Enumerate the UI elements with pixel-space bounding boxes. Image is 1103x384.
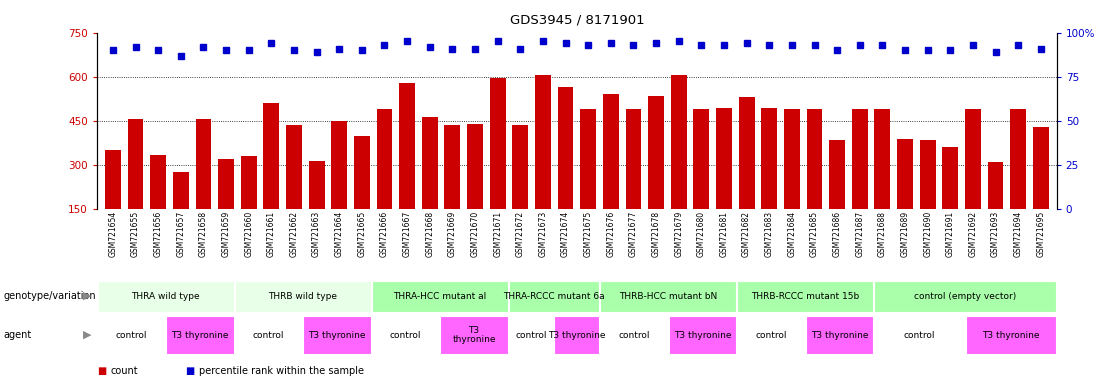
Bar xyxy=(897,139,913,253)
Bar xyxy=(739,98,754,253)
Bar xyxy=(97,281,234,311)
Text: count: count xyxy=(110,366,138,376)
Text: THRA-RCCC mutant 6a: THRA-RCCC mutant 6a xyxy=(503,291,604,301)
Bar xyxy=(303,316,371,354)
Bar xyxy=(195,119,212,253)
Bar xyxy=(535,75,550,253)
Text: genotype/variation: genotype/variation xyxy=(3,291,96,301)
Text: control: control xyxy=(619,331,650,339)
Bar xyxy=(671,75,687,253)
Bar xyxy=(167,316,234,354)
Bar xyxy=(829,140,845,253)
Bar xyxy=(668,316,737,354)
Bar xyxy=(716,108,732,253)
Bar xyxy=(264,103,279,253)
Bar xyxy=(1032,127,1049,253)
Bar xyxy=(128,119,143,253)
Bar xyxy=(372,281,507,311)
Text: GDS3945 / 8171901: GDS3945 / 8171901 xyxy=(510,13,644,26)
Bar xyxy=(580,109,596,253)
Bar xyxy=(987,162,1004,253)
Bar xyxy=(445,125,460,253)
Bar xyxy=(737,316,805,354)
Bar xyxy=(737,281,874,311)
Text: T3 thyronine: T3 thyronine xyxy=(308,331,366,339)
Bar xyxy=(440,316,507,354)
Text: ■: ■ xyxy=(185,366,194,376)
Bar xyxy=(105,151,121,253)
Text: T3 thyronine: T3 thyronine xyxy=(811,331,868,339)
Bar xyxy=(173,172,189,253)
Text: T3
thyronine: T3 thyronine xyxy=(452,326,496,344)
Bar xyxy=(852,109,868,253)
Bar xyxy=(421,117,438,253)
Text: THRA-HCC mutant al: THRA-HCC mutant al xyxy=(393,291,486,301)
Bar xyxy=(150,155,167,253)
Bar xyxy=(235,316,302,354)
Bar xyxy=(354,136,370,253)
Text: THRB-HCC mutant bN: THRB-HCC mutant bN xyxy=(619,291,717,301)
Bar xyxy=(649,96,664,253)
Text: percentile rank within the sample: percentile rank within the sample xyxy=(199,366,364,376)
Text: control: control xyxy=(253,331,285,339)
Text: T3 thyronine: T3 thyronine xyxy=(983,331,1040,339)
Bar xyxy=(376,109,393,253)
Text: T3 thyronine: T3 thyronine xyxy=(674,331,731,339)
Text: ▶: ▶ xyxy=(83,330,92,340)
Bar xyxy=(235,281,371,311)
Bar xyxy=(240,156,257,253)
Bar xyxy=(399,83,415,253)
Text: THRA wild type: THRA wild type xyxy=(131,291,200,301)
Bar xyxy=(806,316,874,354)
Text: ■: ■ xyxy=(97,366,106,376)
Text: control: control xyxy=(756,331,786,339)
Bar xyxy=(625,109,641,253)
Bar xyxy=(218,159,234,253)
Bar xyxy=(966,316,1057,354)
Bar xyxy=(600,316,667,354)
Bar xyxy=(920,140,935,253)
Bar xyxy=(331,121,347,253)
Bar xyxy=(694,109,709,253)
Bar xyxy=(97,316,165,354)
Text: T3 thyronine: T3 thyronine xyxy=(171,331,228,339)
Bar xyxy=(1010,109,1026,253)
Bar xyxy=(508,281,599,311)
Text: ▶: ▶ xyxy=(83,291,92,301)
Bar xyxy=(286,125,302,253)
Text: control: control xyxy=(116,331,147,339)
Bar xyxy=(600,281,737,311)
Bar xyxy=(309,161,324,253)
Bar xyxy=(784,109,800,253)
Text: agent: agent xyxy=(3,330,32,340)
Text: control: control xyxy=(515,331,547,339)
Bar xyxy=(508,316,554,354)
Bar xyxy=(558,87,574,253)
Bar xyxy=(372,316,439,354)
Bar xyxy=(875,109,890,253)
Bar xyxy=(603,94,619,253)
Bar xyxy=(555,316,599,354)
Bar xyxy=(942,147,959,253)
Text: control: control xyxy=(389,331,421,339)
Bar xyxy=(761,108,778,253)
Text: THRB wild type: THRB wild type xyxy=(268,291,338,301)
Bar xyxy=(467,124,483,253)
Text: control (empty vector): control (empty vector) xyxy=(914,291,1016,301)
Bar xyxy=(965,109,981,253)
Bar xyxy=(875,281,1057,311)
Bar xyxy=(513,125,528,253)
Text: T3 thyronine: T3 thyronine xyxy=(548,331,606,339)
Bar xyxy=(490,78,505,253)
Text: THRB-RCCC mutant 15b: THRB-RCCC mutant 15b xyxy=(751,291,859,301)
Text: control: control xyxy=(903,331,935,339)
Bar xyxy=(806,109,823,253)
Bar xyxy=(875,316,965,354)
